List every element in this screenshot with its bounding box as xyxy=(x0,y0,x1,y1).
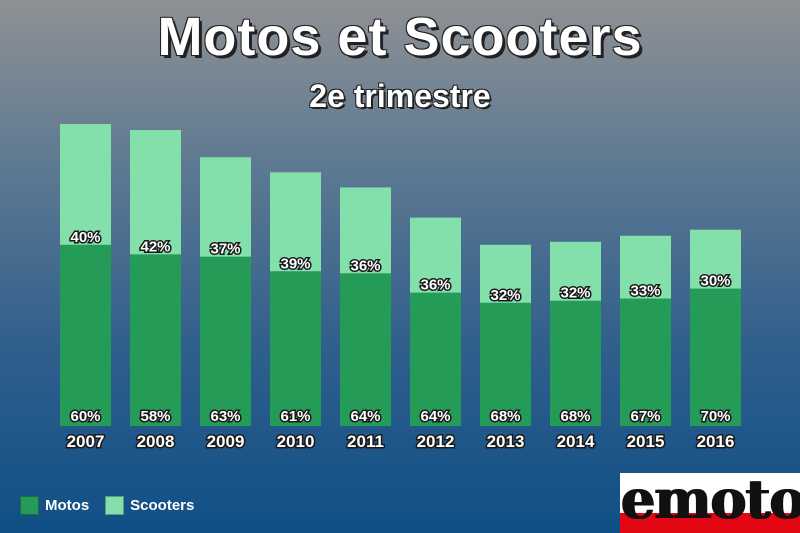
bar-motos-2012 xyxy=(410,292,461,426)
x-tick-2009: 2009 xyxy=(207,432,245,451)
label-scooters-2014: 32% xyxy=(560,285,590,302)
label-scooters-2012: 36% xyxy=(420,277,450,294)
label-motos-2015: 67% xyxy=(630,408,660,425)
bar-motos-2010 xyxy=(270,271,321,426)
bar-scooters-2016 xyxy=(690,229,741,289)
label-motos-2007: 60% xyxy=(70,408,100,425)
label-motos-2011: 64% xyxy=(350,408,380,425)
bar-scooters-2011 xyxy=(340,187,391,274)
bar-motos-2011 xyxy=(340,273,391,426)
legend-item-scooters: Scooters xyxy=(105,496,194,515)
legend-swatch-motos xyxy=(20,496,39,515)
label-motos-2008: 58% xyxy=(140,408,170,425)
label-scooters-2016: 30% xyxy=(700,273,730,290)
chart-title: Motos et Scooters xyxy=(157,7,643,67)
x-tick-2016: 2016 xyxy=(697,432,735,451)
bar-scooters-2014 xyxy=(550,241,601,301)
legend-label-scooters: Scooters xyxy=(130,497,195,514)
x-tick-2008: 2008 xyxy=(137,432,175,451)
bar-scooters-2007 xyxy=(60,124,111,245)
x-tick-2011: 2011 xyxy=(347,432,384,451)
label-motos-2012: 64% xyxy=(420,408,450,425)
bar-motos-2008 xyxy=(130,254,181,426)
label-scooters-2009: 37% xyxy=(210,241,240,258)
bar-motos-2014 xyxy=(550,300,601,426)
bar-scooters-2012 xyxy=(410,217,461,293)
label-scooters-2013: 32% xyxy=(490,287,520,304)
x-tick-2015: 2015 xyxy=(627,432,665,451)
legend-label-motos: Motos xyxy=(45,497,90,514)
x-tick-2014: 2014 xyxy=(557,432,595,451)
legend-swatch-scooters xyxy=(105,496,125,515)
bar-scooters-2009 xyxy=(200,157,251,257)
logo-red-bar xyxy=(620,513,800,533)
label-scooters-2010: 39% xyxy=(280,255,310,272)
legend: Motos Scooters xyxy=(20,496,210,515)
x-tick-2012: 2012 xyxy=(417,432,455,451)
label-scooters-2015: 33% xyxy=(630,283,660,300)
emoto-logo[interactable]: emoto xyxy=(620,473,800,533)
x-tick-2010: 2010 xyxy=(277,432,315,451)
bar-scooters-2013 xyxy=(480,244,531,303)
x-tick-2013: 2013 xyxy=(487,432,525,451)
label-scooters-2007: 40% xyxy=(70,229,100,246)
bar-scooters-2015 xyxy=(620,235,671,299)
label-motos-2010: 61% xyxy=(280,408,310,425)
label-motos-2016: 70% xyxy=(700,408,730,425)
bar-scooters-2008 xyxy=(130,130,181,255)
label-scooters-2008: 42% xyxy=(140,238,170,255)
bar-motos-2013 xyxy=(480,302,531,426)
bar-scooters-2010 xyxy=(270,172,321,272)
bar-motos-2009 xyxy=(200,256,251,426)
label-motos-2013: 68% xyxy=(490,408,520,425)
legend-item-motos: Motos xyxy=(20,496,89,515)
x-tick-2007: 2007 xyxy=(67,432,105,451)
label-scooters-2011: 36% xyxy=(350,257,380,274)
label-motos-2009: 63% xyxy=(210,408,240,425)
bar-motos-2007 xyxy=(60,244,111,426)
bar-motos-2015 xyxy=(620,298,671,426)
chart-subtitle: 2e trimestre xyxy=(309,78,491,114)
bar-motos-2016 xyxy=(690,288,741,426)
label-motos-2014: 68% xyxy=(560,408,590,425)
logo-text: emoto xyxy=(620,473,800,531)
